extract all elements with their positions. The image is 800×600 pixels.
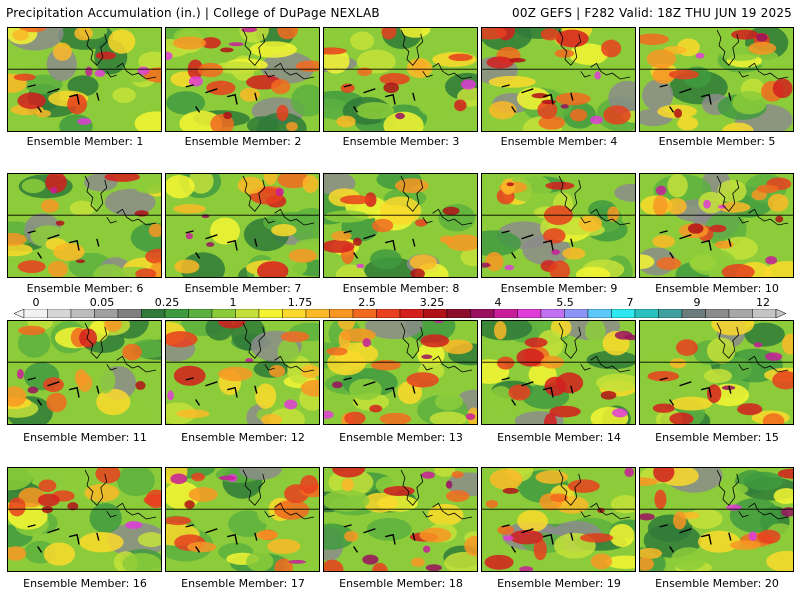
color-scale-swatch — [587, 309, 612, 318]
color-scale-swatch — [235, 309, 260, 318]
ensemble-member-map — [323, 173, 478, 278]
ensemble-member-label: Ensemble Member: 13 — [339, 431, 463, 444]
ensemble-member-label: Ensemble Member: 4 — [500, 135, 618, 148]
ensemble-member-label: Ensemble Member: 2 — [184, 135, 302, 148]
ensemble-member-label: Ensemble Member: 3 — [342, 135, 460, 148]
map-title: Precipitation Accumulation (in.) | Colle… — [6, 6, 380, 20]
color-scale-tick-label: 0.05 — [89, 296, 115, 309]
ensemble-member-label: Ensemble Member: 16 — [23, 577, 147, 590]
ensemble-member-map — [481, 467, 636, 572]
color-scale-swatch — [705, 309, 730, 318]
color-scale-swatch — [164, 309, 189, 318]
ensemble-member-label: Ensemble Member: 7 — [184, 282, 302, 295]
color-scale-swatch — [446, 309, 471, 318]
color-scale-swatch — [305, 309, 330, 318]
color-scale-swatch — [352, 309, 377, 318]
color-scale-tick-label: 0 — [32, 296, 40, 309]
color-scale-tick-label: 1 — [229, 296, 237, 309]
color-scale-swatch — [752, 309, 777, 318]
ensemble-member-map — [323, 320, 478, 425]
ensemble-member-label: Ensemble Member: 10 — [655, 282, 779, 295]
ensemble-member-map — [639, 173, 794, 278]
color-scale-tick-label: 9 — [693, 296, 701, 309]
ensemble-member-label: Ensemble Member: 17 — [181, 577, 305, 590]
color-scale-swatch — [564, 309, 589, 318]
ensemble-member-map — [165, 173, 320, 278]
color-scale-tick-label: 4 — [494, 296, 502, 309]
color-scale-tick-label: 1.75 — [287, 296, 313, 309]
color-scale-swatch — [258, 309, 283, 318]
ensemble-member-map — [323, 467, 478, 572]
color-scale-swatch — [470, 309, 495, 318]
color-scale-bar — [14, 309, 786, 318]
ensemble-member-label: Ensemble Member: 15 — [655, 431, 779, 444]
ensemble-member-map — [639, 467, 794, 572]
ensemble-member-map — [323, 27, 478, 132]
color-scale: 0 0.05 0.25 1 1.75 2.5 3.25 4 5.5 7 9 12 — [0, 296, 800, 318]
ensemble-member-map — [7, 27, 162, 132]
color-scale-swatch — [329, 309, 354, 318]
ensemble-member-map — [7, 320, 162, 425]
color-scale-tick-label: 7 — [626, 296, 634, 309]
color-scale-swatch — [540, 309, 565, 318]
color-scale-tick-label: 12 — [756, 296, 770, 309]
ensemble-member-label: Ensemble Member: 14 — [497, 431, 621, 444]
ensemble-member-map — [7, 467, 162, 572]
color-scale-max-arrow — [775, 309, 786, 318]
ensemble-member-map — [165, 320, 320, 425]
ensemble-member-map — [7, 173, 162, 278]
ensemble-member-label: Ensemble Member: 1 — [26, 135, 144, 148]
ensemble-member-map — [165, 27, 320, 132]
ensemble-member-map — [639, 27, 794, 132]
ensemble-member-map — [639, 320, 794, 425]
ensemble-member-map — [481, 27, 636, 132]
color-scale-swatch — [681, 309, 706, 318]
color-scale-swatch — [282, 309, 307, 318]
color-scale-tick-label: 3.25 — [419, 296, 445, 309]
ensemble-member-label: Ensemble Member: 9 — [500, 282, 618, 295]
ensemble-member-map — [481, 173, 636, 278]
ensemble-member-label: Ensemble Member: 20 — [655, 577, 779, 590]
ensemble-member-map — [481, 320, 636, 425]
color-scale-tick-label: 0.25 — [154, 296, 180, 309]
color-scale-min-arrow — [14, 309, 25, 318]
color-scale-swatch — [493, 309, 518, 318]
color-scale-swatch — [611, 309, 636, 318]
color-scale-tick-label: 5.5 — [556, 296, 574, 309]
color-scale-swatch — [23, 309, 48, 318]
ensemble-member-map — [165, 467, 320, 572]
color-scale-swatch — [141, 309, 166, 318]
color-scale-swatch — [117, 309, 142, 318]
color-scale-swatch — [188, 309, 213, 318]
color-scale-swatch — [94, 309, 119, 318]
color-scale-swatch — [376, 309, 401, 318]
ensemble-member-label: Ensemble Member: 19 — [497, 577, 621, 590]
ensemble-member-label: Ensemble Member: 5 — [658, 135, 776, 148]
color-scale-swatch — [211, 309, 236, 318]
color-scale-swatch — [47, 309, 72, 318]
ensemble-member-label: Ensemble Member: 12 — [181, 431, 305, 444]
color-scale-tick-label: 2.5 — [358, 296, 376, 309]
model-run-label: 00Z GEFS | F282 Valid: 18Z THU JUN 19 20… — [512, 6, 792, 20]
color-scale-swatch — [658, 309, 683, 318]
ensemble-member-label: Ensemble Member: 18 — [339, 577, 463, 590]
color-scale-swatch — [399, 309, 424, 318]
color-scale-swatch — [423, 309, 448, 318]
ensemble-member-label: Ensemble Member: 11 — [23, 431, 147, 444]
color-scale-swatch — [517, 309, 542, 318]
color-scale-swatch — [70, 309, 95, 318]
ensemble-member-label: Ensemble Member: 8 — [342, 282, 460, 295]
ensemble-member-label: Ensemble Member: 6 — [26, 282, 144, 295]
color-scale-swatch — [728, 309, 753, 318]
color-scale-swatch — [634, 309, 659, 318]
